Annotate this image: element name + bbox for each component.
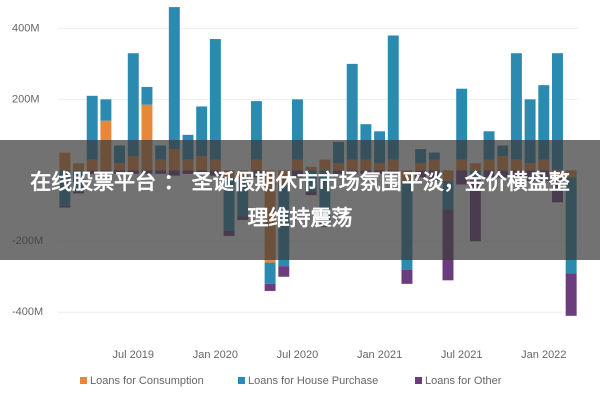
x-tick-label: Jul 2019 <box>112 349 154 361</box>
bar-segment <box>538 85 550 160</box>
y-tick-label: 200M <box>12 93 40 105</box>
overlay-text: 在线股票平台 ： 圣诞假期休市市场氛围平淡，金价横盘整理维持震荡 <box>30 170 570 230</box>
legend-label: Loans for Consumption <box>90 375 204 387</box>
bar-segment <box>552 53 563 171</box>
bar-segment <box>86 95 98 160</box>
bar-segment <box>565 273 577 316</box>
bar-segment <box>264 283 276 291</box>
legend-swatch <box>415 377 422 384</box>
legend-label: Loans for House Purchase <box>248 375 378 387</box>
x-tick-label: Jan 2021 <box>357 349 402 361</box>
bar-segment <box>292 99 303 160</box>
legend-swatch <box>80 377 87 384</box>
bar-segment <box>141 104 153 171</box>
x-tick-label: Jul 2020 <box>277 349 319 361</box>
bar-segment <box>387 35 399 160</box>
x-tick-label: Jan 2022 <box>521 349 566 361</box>
bar-segment <box>456 88 468 160</box>
bar-segment <box>250 101 262 160</box>
overlay-banner: 在线股票平台 ： 圣诞假期休市市场氛围平淡，金价横盘整理维持震荡 <box>0 140 600 260</box>
bar-segment <box>168 7 180 150</box>
legend-swatch <box>238 377 245 384</box>
bar-segment <box>209 39 221 160</box>
bar-segment <box>141 86 153 105</box>
legend-label: Loans for Other <box>425 375 502 387</box>
bar-segment <box>510 53 522 160</box>
bar-segment <box>264 262 276 284</box>
bar-segment <box>100 99 112 121</box>
bar-segment <box>196 106 208 157</box>
bar-segment <box>278 266 290 277</box>
y-tick-label: -400M <box>12 306 43 318</box>
bar-segment <box>346 63 358 160</box>
bar-segment <box>524 99 536 164</box>
y-tick-label: 400M <box>12 22 40 34</box>
x-tick-label: Jan 2020 <box>193 349 238 361</box>
x-tick-label: Jul 2021 <box>441 349 483 361</box>
bar-segment <box>401 269 413 284</box>
bar-segment <box>127 53 139 157</box>
